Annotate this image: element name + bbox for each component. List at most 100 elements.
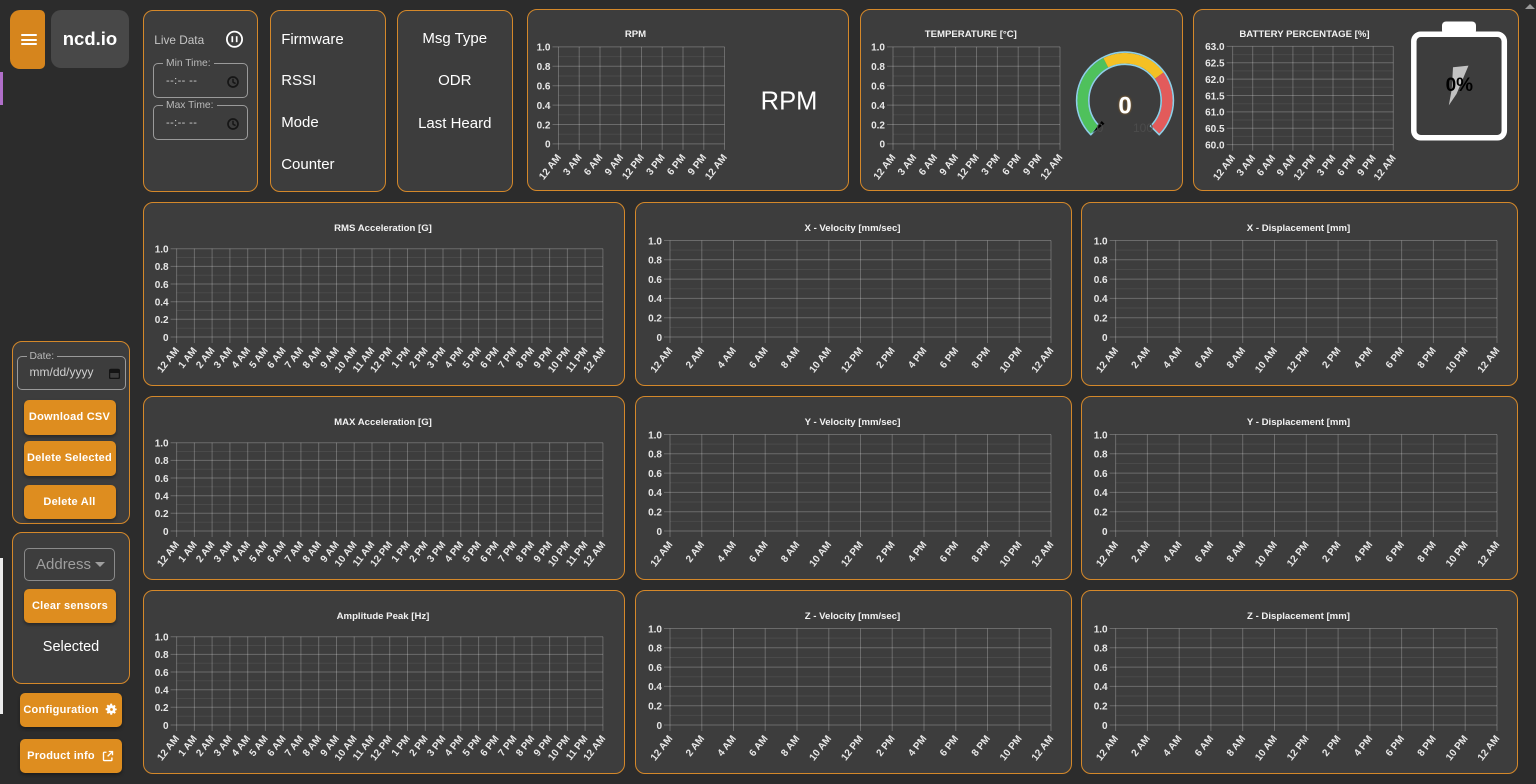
svg-text:1 AM: 1 AM bbox=[177, 539, 200, 564]
svg-text:0.8: 0.8 bbox=[1094, 449, 1108, 460]
svg-text:12 AM: 12 AM bbox=[1476, 539, 1503, 569]
svg-text:0.2: 0.2 bbox=[155, 315, 169, 326]
svg-text:6 AM: 6 AM bbox=[1193, 539, 1216, 564]
svg-text:6 PM: 6 PM bbox=[1001, 152, 1024, 177]
svg-text:2 AM: 2 AM bbox=[1130, 733, 1153, 758]
svg-text:4 AM: 4 AM bbox=[1161, 733, 1184, 758]
svg-text:12 AM: 12 AM bbox=[649, 733, 676, 763]
svg-text:0: 0 bbox=[163, 333, 169, 344]
svg-text:6 AM: 6 AM bbox=[265, 733, 288, 758]
svg-text:62.0: 62.0 bbox=[1205, 75, 1225, 86]
svg-text:8 PM: 8 PM bbox=[970, 539, 993, 564]
svg-text:1.0: 1.0 bbox=[155, 632, 169, 643]
svg-text:0.4: 0.4 bbox=[155, 491, 169, 502]
svg-text:0.8: 0.8 bbox=[536, 62, 550, 73]
svg-text:8 AM: 8 AM bbox=[779, 539, 802, 564]
svg-text:0.2: 0.2 bbox=[871, 120, 885, 131]
svg-text:4 PM: 4 PM bbox=[443, 539, 466, 564]
svg-text:0: 0 bbox=[1097, 121, 1104, 135]
svg-text:3 AM: 3 AM bbox=[1235, 153, 1258, 178]
svg-text:12 AM: 12 AM bbox=[155, 733, 182, 763]
svg-text:0.2: 0.2 bbox=[155, 703, 169, 714]
svg-text:6 PM: 6 PM bbox=[479, 733, 502, 758]
svg-text:62.5: 62.5 bbox=[1205, 59, 1225, 70]
svg-text:Z - Velocity [mm/sec]: Z - Velocity [mm/sec] bbox=[805, 610, 900, 621]
svg-text:6 PM: 6 PM bbox=[1384, 346, 1407, 371]
svg-text:0.4: 0.4 bbox=[155, 685, 169, 696]
svg-text:6 AM: 6 AM bbox=[1255, 153, 1278, 178]
svg-text:1 AM: 1 AM bbox=[177, 346, 200, 371]
svg-text:0.4: 0.4 bbox=[648, 488, 662, 499]
svg-text:4 PM: 4 PM bbox=[906, 346, 929, 371]
svg-text:7 PM: 7 PM bbox=[496, 733, 519, 758]
svg-text:Amplitude Peak [Hz]: Amplitude Peak [Hz] bbox=[337, 610, 430, 621]
svg-text:2 PM: 2 PM bbox=[408, 733, 431, 758]
svg-text:61.0: 61.0 bbox=[1205, 108, 1225, 119]
svg-text:4 AM: 4 AM bbox=[1161, 346, 1184, 371]
svg-text:10 AM: 10 AM bbox=[808, 346, 835, 376]
svg-text:Y - Displacement [mm]: Y - Displacement [mm] bbox=[1247, 416, 1350, 427]
svg-text:12 AM: 12 AM bbox=[649, 346, 676, 376]
svg-text:0.8: 0.8 bbox=[871, 62, 885, 73]
svg-text:2 AM: 2 AM bbox=[194, 346, 217, 371]
svg-text:1 AM: 1 AM bbox=[177, 733, 200, 758]
svg-text:0.2: 0.2 bbox=[1094, 314, 1108, 325]
svg-text:8 PM: 8 PM bbox=[1416, 346, 1439, 371]
svg-text:0.8: 0.8 bbox=[1094, 256, 1108, 267]
svg-text:5 AM: 5 AM bbox=[248, 346, 271, 371]
svg-text:12 AM: 12 AM bbox=[703, 152, 730, 182]
svg-text:2 AM: 2 AM bbox=[194, 733, 217, 758]
svg-text:4 PM: 4 PM bbox=[1352, 733, 1375, 758]
svg-text:4 PM: 4 PM bbox=[443, 346, 466, 371]
svg-text:0.2: 0.2 bbox=[648, 314, 662, 325]
svg-text:0.8: 0.8 bbox=[155, 456, 169, 467]
svg-text:0: 0 bbox=[1118, 93, 1131, 120]
svg-text:6 PM: 6 PM bbox=[938, 733, 961, 758]
svg-text:3 AM: 3 AM bbox=[212, 733, 235, 758]
svg-text:4 AM: 4 AM bbox=[1161, 539, 1184, 564]
svg-text:12 AM: 12 AM bbox=[1039, 152, 1066, 182]
svg-text:TEMPERATURE [°C]: TEMPERATURE [°C] bbox=[925, 29, 1017, 40]
svg-text:0.8: 0.8 bbox=[648, 643, 662, 654]
svg-text:10 PM: 10 PM bbox=[1444, 346, 1470, 376]
svg-text:0.6: 0.6 bbox=[1094, 662, 1108, 673]
svg-text:4 PM: 4 PM bbox=[1352, 539, 1375, 564]
svg-text:12 PM: 12 PM bbox=[620, 152, 646, 182]
svg-text:5 PM: 5 PM bbox=[461, 539, 484, 564]
svg-text:5 PM: 5 PM bbox=[461, 346, 484, 371]
svg-text:0.6: 0.6 bbox=[1094, 468, 1108, 479]
svg-text:3 AM: 3 AM bbox=[561, 152, 584, 177]
svg-text:12 AM: 12 AM bbox=[872, 152, 899, 182]
svg-text:0: 0 bbox=[656, 720, 662, 731]
svg-text:7 AM: 7 AM bbox=[283, 733, 306, 758]
svg-text:BATTERY PERCENTAGE [%]: BATTERY PERCENTAGE [%] bbox=[1239, 29, 1369, 40]
svg-text:RPM: RPM bbox=[624, 29, 645, 40]
svg-text:2 PM: 2 PM bbox=[875, 539, 898, 564]
svg-text:0%: 0% bbox=[1446, 75, 1474, 96]
svg-text:0.6: 0.6 bbox=[155, 667, 169, 678]
svg-text:0.2: 0.2 bbox=[648, 701, 662, 712]
svg-text:2 AM: 2 AM bbox=[194, 539, 217, 564]
svg-text:4 PM: 4 PM bbox=[443, 733, 466, 758]
svg-text:6 PM: 6 PM bbox=[1384, 539, 1407, 564]
svg-text:3 PM: 3 PM bbox=[980, 152, 1003, 177]
svg-text:Z - Displacement [mm]: Z - Displacement [mm] bbox=[1247, 610, 1350, 621]
svg-text:8 AM: 8 AM bbox=[779, 346, 802, 371]
svg-text:2 PM: 2 PM bbox=[1320, 733, 1343, 758]
svg-text:100: 100 bbox=[1133, 121, 1153, 135]
svg-text:1.0: 1.0 bbox=[648, 236, 662, 247]
svg-text:2 PM: 2 PM bbox=[1320, 346, 1343, 371]
svg-text:3 AM: 3 AM bbox=[212, 539, 235, 564]
svg-text:1.0: 1.0 bbox=[1094, 430, 1108, 441]
svg-text:5 AM: 5 AM bbox=[248, 733, 271, 758]
svg-text:0: 0 bbox=[656, 526, 662, 537]
svg-text:12 AM: 12 AM bbox=[1030, 539, 1057, 569]
svg-text:8 AM: 8 AM bbox=[301, 733, 324, 758]
svg-text:6 AM: 6 AM bbox=[1193, 733, 1216, 758]
svg-text:3 AM: 3 AM bbox=[212, 346, 235, 371]
svg-text:3 PM: 3 PM bbox=[1315, 153, 1338, 178]
svg-text:0.8: 0.8 bbox=[155, 650, 169, 661]
svg-text:6 PM: 6 PM bbox=[479, 346, 502, 371]
svg-text:1.0: 1.0 bbox=[536, 43, 550, 54]
svg-text:5 PM: 5 PM bbox=[461, 733, 484, 758]
